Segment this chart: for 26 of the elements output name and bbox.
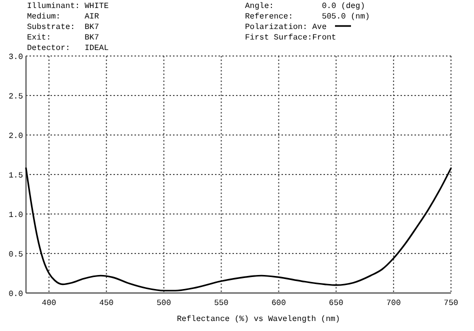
text: First Surface:Front — [245, 34, 336, 42]
y-tick-label: 0.0 — [8, 290, 24, 299]
text: Detector: IDEAL — [27, 44, 109, 53]
y-tick-label: 2.0 — [8, 132, 24, 141]
y-tick-label: 1.0 — [8, 211, 24, 220]
x-axis-title: Reflectance (%) vs Wavelength (nm) — [176, 315, 340, 324]
x-tick-label: 650 — [328, 299, 344, 308]
x-tick-label: 400 — [42, 299, 56, 308]
text: Substrate: BK7 — [27, 23, 100, 32]
x-tick-label: 500 — [156, 299, 172, 308]
y-tick-label: 1.5 — [8, 172, 24, 180]
x-tick-label: 550 — [214, 299, 229, 308]
x-tick-label: 700 — [386, 299, 401, 308]
x-tick-label: 600 — [272, 299, 286, 308]
text: Angle: 0.0 (deg) — [245, 2, 366, 11]
text: Illuminant: WHITE — [27, 2, 109, 11]
line-series — [25, 167, 452, 292]
text: Exit: BK7 — [27, 34, 100, 42]
legend-label: Polarization: Ave — [245, 23, 327, 32]
y-tick-label: 3.0 — [8, 53, 24, 62]
text: Reference: 505.0 (nm) — [245, 12, 370, 22]
y-tick-label: 0.5 — [8, 250, 24, 260]
y-tick-label: 2.5 — [8, 92, 24, 102]
text: Medium: AIR — [27, 12, 100, 22]
x-tick-label: 450 — [99, 299, 114, 308]
x-tick-label: 750 — [444, 299, 458, 308]
